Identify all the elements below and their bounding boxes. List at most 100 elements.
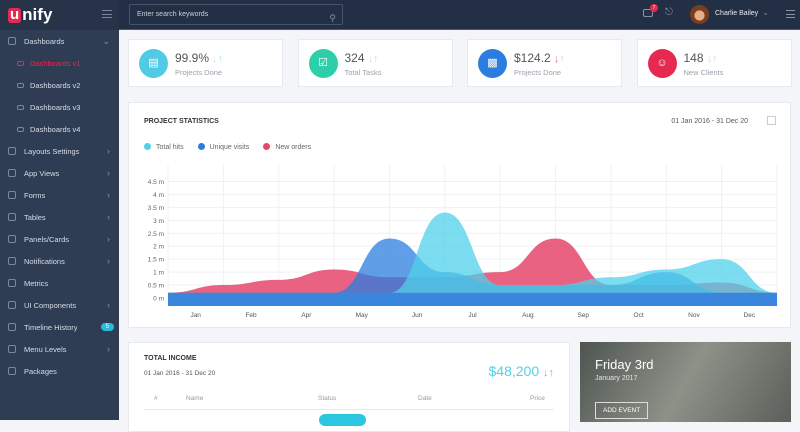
sidebar-item-label: UI Components (24, 300, 77, 310)
x-tick-label: Jan (190, 312, 201, 319)
sidebar-item-packages[interactable]: Packages (0, 360, 119, 382)
monitor-icon (8, 235, 16, 243)
trend-arrow-icon: ↓↑ (367, 53, 379, 65)
database-icon (8, 37, 16, 45)
chevron-right-icon: › (107, 212, 110, 222)
bell-icon[interactable]: ⎋ (665, 7, 673, 18)
user-name[interactable]: Charlie Bailey (715, 9, 759, 17)
sidebar-item-layouts-settings[interactable]: Layouts Settings › (0, 140, 119, 162)
sidebar-item-label: Timeline History (24, 322, 78, 332)
sidebar-item-label: Panels/Cards (24, 234, 70, 244)
sidebar-item-label: Dashboards v2 (30, 80, 81, 90)
chart-legend: Total hits Unique visits New orders (144, 143, 311, 151)
gear-icon (8, 147, 16, 155)
infinity-icon (17, 60, 24, 66)
sidebar-nav: Dashboards ⌄ Dashboards v1 Dashboards v2 Das… (0, 30, 119, 382)
y-tick-label: 1 m (153, 270, 164, 277)
sidebar-item-metrics[interactable]: Metrics (0, 272, 119, 294)
sidebar-item-forms[interactable]: Forms › (0, 184, 119, 206)
chevron-down-icon[interactable]: ⌄ (762, 8, 769, 17)
messages-icon[interactable]: 7 (643, 4, 658, 17)
trend-arrow-icon: ↓↑ (212, 53, 224, 65)
wallet-icon: ▩ (478, 49, 507, 78)
y-tick-label: 1.5 m (148, 257, 164, 264)
briefcase-icon: ▤ (139, 49, 168, 78)
x-tick-label: Sep (577, 312, 589, 319)
legend-swatch (144, 143, 151, 150)
pie-icon (8, 279, 16, 287)
sidebar-item-app-views[interactable]: App Views › (0, 162, 119, 184)
sidebar-toggle-icon[interactable] (102, 10, 112, 18)
series-area-total-hits (168, 212, 777, 306)
sidebar-item-notifications[interactable]: Notifications › (0, 250, 119, 272)
sidebar-item-dashboards-v1[interactable]: Dashboards v1 (0, 52, 119, 74)
sidebar-item-menu-levels[interactable]: Menu Levels › (0, 338, 119, 360)
card-title: PROJECT STATISTICS (144, 118, 219, 125)
stat-value: 99.9% ↓↑ (175, 51, 224, 65)
stat-label: Projects Done (175, 68, 223, 77)
x-tick-label: Aug (522, 312, 534, 319)
area-chart: 0 m 0.5 m 1 m 1.5 m 2 m 2.5 m 3 m 3.5 m 4 m 4.5 m… (148, 165, 778, 319)
y-tick-label: 3.5 m (148, 205, 164, 212)
stat-value: 148 ↓↑ (683, 51, 718, 65)
trend-arrow-icon: ↓↑ (706, 53, 718, 65)
y-tick-label: 2 m (153, 244, 164, 251)
chevron-right-icon: › (107, 256, 110, 266)
sidebar-item-label: App Views (24, 168, 60, 178)
search-input[interactable]: Enter search keywords ⚲ (129, 4, 343, 25)
x-tick-label: Jul (468, 312, 477, 319)
x-tick-label: Oct (634, 312, 644, 319)
trend-arrow-icon: ↓↑ (553, 53, 565, 65)
stat-card: ☺ 148 ↓↑ New Clients (636, 39, 792, 87)
count-badge: 5 (100, 323, 114, 331)
trend-arrow-icon: ↓↑ (543, 367, 554, 379)
windows-icon (8, 169, 16, 177)
user-menu[interactable]: Charlie Bailey ⌄ (715, 9, 769, 17)
x-tick-label: Dec (744, 312, 756, 319)
sidebar-item-dashboards[interactable]: Dashboards ⌄ (0, 30, 119, 52)
date-range-picker[interactable]: 01 Jan 2016 - 31 Dec 20 (144, 370, 216, 377)
sidebar-item-ui-components[interactable]: UI Components › (0, 294, 119, 316)
chevron-right-icon: › (107, 300, 110, 310)
total-income-card: TOTAL INCOME 01 Jan 2016 - 31 Dec 20 $48… (128, 342, 570, 432)
x-tick-label: Jun (412, 312, 423, 319)
date-range-picker[interactable]: 01 Jan 2016 - 31 Dec 20 (671, 118, 748, 125)
avatar[interactable] (690, 5, 709, 24)
card-title: TOTAL INCOME (144, 355, 197, 362)
column-header: # (154, 395, 158, 402)
search-icon[interactable]: ⚲ (329, 13, 336, 23)
sidebar: u nify Dashboards ⌄ Dashboards v1 Dashboards… (0, 0, 119, 420)
sidebar-item-label: Dashboards v3 (30, 102, 81, 112)
sidebar-item-dashboards-v4[interactable]: Dashboards v4 (0, 118, 119, 140)
legend-item[interactable]: Total hits (144, 143, 184, 151)
logo[interactable]: u nify (0, 0, 119, 30)
project-statistics-card: PROJECT STATISTICS 01 Jan 2016 - 31 Dec … (128, 102, 791, 328)
add-event-button[interactable]: ADD EVENT (595, 402, 649, 419)
sidebar-item-dashboards-v3[interactable]: Dashboards v3 (0, 96, 119, 118)
column-header: Status (318, 395, 337, 402)
sidebar-item-label: Dashboards (24, 36, 65, 46)
stat-label: Projects Done (514, 68, 562, 77)
menu-icon[interactable] (786, 10, 795, 18)
legend-item[interactable]: Unique visits (197, 143, 249, 151)
income-amount: $48,200 ↓↑ (488, 363, 555, 379)
grid-icon (8, 213, 16, 221)
sidebar-item-dashboards-v2[interactable]: Dashboards v2 (0, 74, 119, 96)
sidebar-item-tables[interactable]: Tables › (0, 206, 119, 228)
y-tick-label: 4 m (153, 192, 164, 199)
car-icon (17, 126, 24, 132)
list-icon (8, 345, 16, 353)
sidebar-item-label: Dashboards v4 (30, 124, 81, 134)
topbar: Enter search keywords ⚲ 7 ⎋ Charlie Baile… (119, 0, 800, 30)
sidebar-item-panels-cards[interactable]: Panels/Cards › (0, 228, 119, 250)
stat-value: $124.2 ↓↑ (514, 51, 565, 65)
chart-type-icon[interactable] (767, 116, 776, 125)
y-tick-label: 3 m (153, 218, 164, 225)
sidebar-item-timeline-history[interactable]: Timeline History 5 (0, 316, 119, 338)
x-tick-label: Nov (688, 312, 700, 319)
chevron-right-icon: › (107, 146, 110, 156)
sidebar-item-label: Notifications (24, 256, 65, 266)
legend-item[interactable]: New orders (263, 143, 311, 151)
event-month: January 2017 (595, 375, 638, 382)
chevron-down-icon: ⌄ (102, 35, 110, 46)
